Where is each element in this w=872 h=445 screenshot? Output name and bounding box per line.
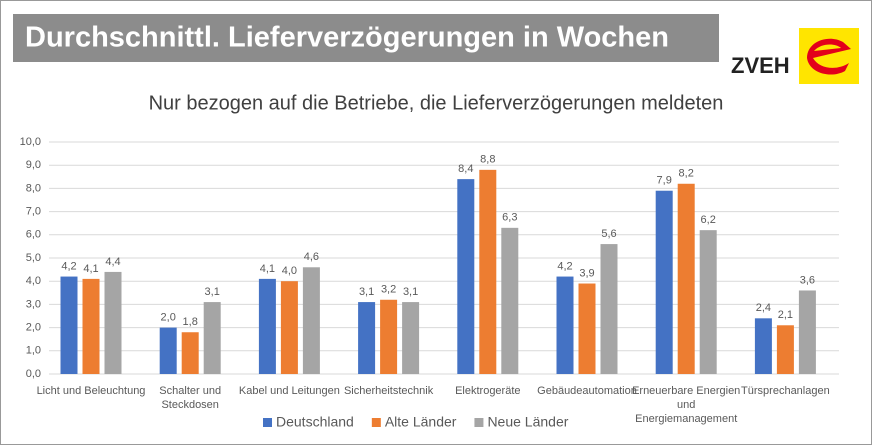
data-label: 6,2	[701, 214, 716, 226]
chart-title: Nur bezogen auf die Betriebe, die Liefer…	[149, 92, 724, 114]
bar	[60, 276, 78, 374]
x-tick-label: Schalter und Steckdosen	[159, 385, 222, 411]
bar	[578, 283, 596, 374]
data-label: 8,4	[458, 163, 473, 175]
bar	[655, 190, 673, 374]
data-label: 2,0	[161, 312, 176, 324]
x-tick-label: Sicherheitstechnik	[343, 385, 434, 397]
y-tick-label: 2,0	[26, 322, 41, 334]
data-label: 4,6	[304, 251, 319, 263]
bar	[104, 271, 122, 374]
y-tick-label: 3,0	[26, 298, 41, 310]
data-label: 2,1	[778, 309, 793, 321]
x-tick-label: Elektrogeräte	[455, 385, 521, 397]
data-label: 4,2	[557, 260, 572, 272]
data-label: 4,2	[61, 260, 76, 272]
x-tick-label: Türsprechanlagen	[741, 385, 830, 397]
y-tick-label: 7,0	[26, 206, 41, 218]
y-tick-label: 4,0	[26, 275, 41, 287]
bar	[677, 183, 695, 374]
data-label: 3,2	[381, 284, 396, 296]
data-label: 7,9	[657, 175, 672, 187]
data-label: 4,4	[105, 256, 120, 268]
bar	[380, 299, 398, 374]
legend-label: Deutschland	[276, 414, 354, 430]
data-label: 5,6	[601, 228, 616, 240]
y-tick-label: 8,0	[26, 182, 41, 194]
bar	[82, 278, 100, 374]
x-tick-label: Licht und Beleuchtung	[36, 385, 146, 397]
bar	[302, 267, 320, 374]
data-label: 3,6	[800, 274, 815, 286]
logo-text: ZVEH	[731, 53, 790, 78]
data-label: 4,0	[282, 265, 297, 277]
data-label: 3,1	[359, 286, 374, 298]
y-tick-label: 5,0	[26, 252, 41, 264]
bar	[798, 290, 816, 374]
data-label: 8,2	[679, 168, 694, 180]
data-label: 4,1	[83, 263, 98, 275]
data-label: 2,4	[756, 302, 771, 314]
y-tick-label: 10,0	[20, 136, 41, 148]
legend-swatch	[371, 418, 381, 427]
x-tick-label: Kabel und Leitungen	[238, 385, 340, 397]
x-tick-label: Erneuerbare Energien und Energiemanageme…	[632, 385, 741, 425]
bar	[402, 302, 420, 374]
data-label: 8,8	[480, 154, 495, 166]
x-tick-label: Gebäudeautomation	[537, 385, 637, 397]
data-label: 6,3	[502, 212, 517, 224]
data-label: 3,1	[403, 286, 418, 298]
bar	[600, 244, 618, 374]
y-tick-label: 9,0	[26, 159, 41, 171]
y-tick-label: 1,0	[26, 345, 41, 357]
legend-label: Alte Länder	[385, 414, 457, 430]
legend-swatch	[474, 418, 484, 427]
bar	[358, 302, 376, 374]
y-tick-label: 0,0	[26, 368, 41, 380]
bar	[699, 230, 717, 374]
bar	[501, 227, 519, 374]
title-banner	[13, 14, 719, 62]
bar	[479, 169, 497, 374]
legend-swatch	[263, 418, 272, 427]
data-label: 3,9	[579, 267, 594, 279]
bar	[280, 281, 298, 374]
legend-label: Neue Länder	[487, 414, 568, 430]
bar	[776, 325, 794, 374]
data-label: 1,8	[183, 316, 198, 328]
y-tick-label: 6,0	[26, 229, 41, 241]
data-label: 4,1	[260, 263, 275, 275]
logo-icon	[799, 28, 859, 84]
bar	[203, 302, 221, 374]
bar	[258, 278, 276, 374]
bar	[159, 327, 177, 374]
bar	[556, 276, 574, 374]
bar	[181, 332, 199, 374]
bar	[754, 318, 772, 374]
bar	[457, 179, 475, 374]
data-label: 3,1	[205, 286, 220, 298]
page-title: Durchschnittl. Lieferverzögerungen in Wo…	[25, 22, 669, 54]
